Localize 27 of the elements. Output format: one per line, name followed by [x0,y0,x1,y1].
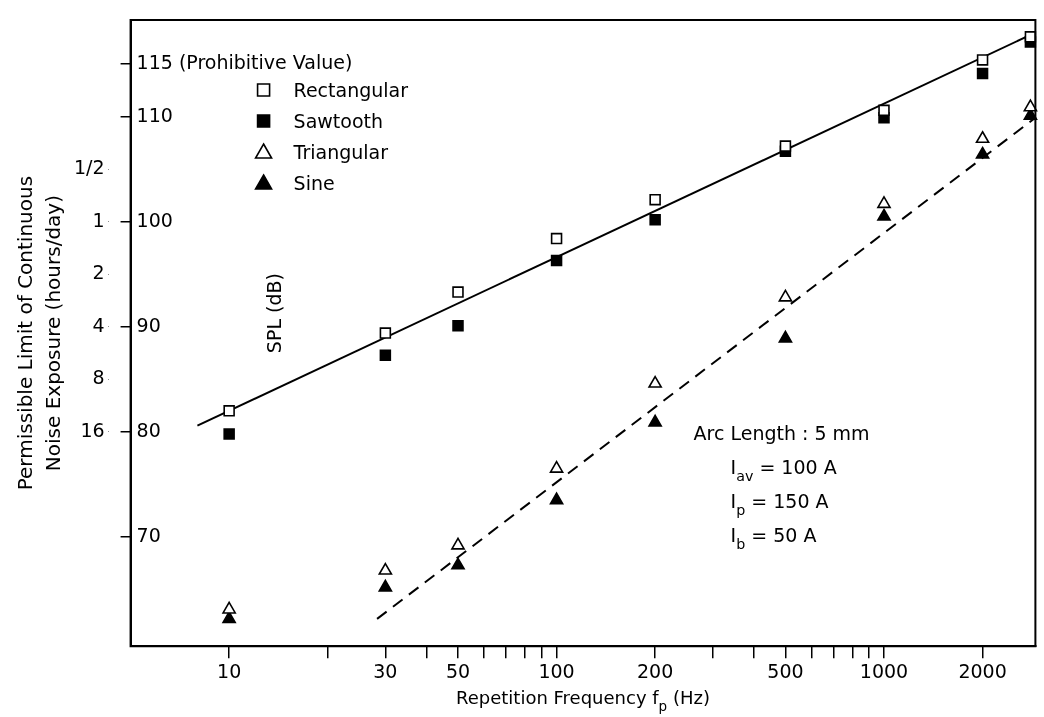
legend-label: Sine [293,172,335,194]
y2-tick-label: 110 [136,103,173,126]
legend-label: Triangular [292,141,389,163]
y2-axis-title: SPL (dB) [262,273,285,354]
y2-tick-label: 90 [136,313,161,336]
y-tick-label: 1 [92,208,105,231]
x-tick-label: 10 [217,659,242,682]
y2-tick-label: 80 [136,418,161,441]
y-axis-title: Permissible Limit of Continuous Noise Exposure (hours/day) [13,175,65,491]
y2-tick-label: 70 [136,523,161,546]
annotation: Arc Length : 5 mm [693,422,870,444]
x-tick-label: 1000 [859,659,909,682]
x-tick-label: 30 [373,659,398,682]
y-tick-label: 16 [80,418,105,441]
x-tick-label: 500 [767,659,804,682]
legend-label: Sawtooth [293,110,384,132]
x-tick-label: 200 [637,659,674,682]
y-tick-label: 2 [92,261,105,284]
legend-label: Rectangular [293,79,409,101]
y-tick-label: 8 [92,366,105,389]
x-tick-label: 2000 [958,659,1007,682]
y-tick-label: 4 [92,313,105,336]
x-tick-label: 50 [445,659,471,682]
y2-tick-label: 115 (Prohibitive Value) [136,51,353,74]
y2-tick-label: 100 [136,208,173,231]
x-tick-label: 100 [538,659,575,682]
y-tick-label: 1/2 [74,156,105,179]
